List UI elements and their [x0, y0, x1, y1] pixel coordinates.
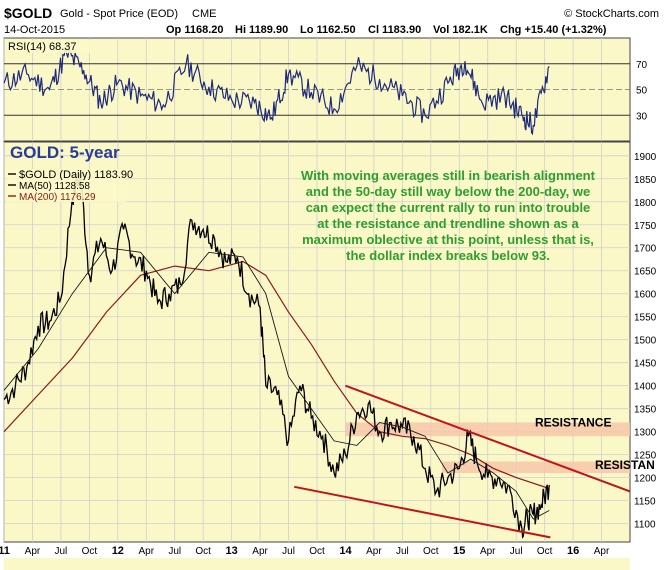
- resistance-label: RESISTAN: [595, 458, 655, 472]
- price-x-tick-label: Oct: [195, 546, 211, 557]
- price-y-tick-label: 1350: [634, 405, 657, 416]
- price-x-tick-label: Oct: [309, 546, 325, 557]
- legend-entry: MA(200) 1176.29: [19, 192, 96, 203]
- price-y-tick-label: 1200: [634, 474, 657, 485]
- price-x-tick-label: Jul: [55, 546, 68, 557]
- price-y-tick-label: 1700: [634, 244, 657, 255]
- legend-entry: MA(50) 1128.58: [19, 181, 90, 192]
- ticker-title: $GOLD: [4, 5, 52, 21]
- price-x-tick-label: Apr: [138, 546, 154, 557]
- price-x-tick-label: 12: [112, 545, 124, 557]
- ma200-line: [3, 260, 550, 490]
- price-y-tick-label: 1750: [634, 221, 657, 232]
- price-y-tick-label: 1150: [634, 497, 656, 508]
- price-x-tick-label: 14: [339, 545, 352, 557]
- price-x-tick-label: Oct: [82, 546, 98, 557]
- price-y-tick-label: 1300: [634, 428, 657, 439]
- price-x-tick-label: Oct: [423, 546, 439, 557]
- price-y-tick-label: 1800: [634, 198, 657, 209]
- price-y-tick-label: 1600: [634, 290, 657, 301]
- legend-bg: [6, 191, 126, 202]
- ma50-line: [3, 247, 550, 520]
- price-y-tick-label: 1250: [634, 451, 657, 462]
- price-y-tick-label: 1900: [634, 152, 657, 163]
- resistance-label: RESISTANCE: [535, 415, 611, 429]
- price-y-tick-label: 1650: [634, 267, 657, 278]
- price-x-tick-label: Apr: [594, 546, 610, 557]
- price-x-tick-label: Jul: [282, 546, 295, 557]
- price-x-tick-label: Jul: [396, 546, 409, 557]
- price-x-tick-label: Apr: [366, 546, 382, 557]
- annotation-line: at the resistance and trendline shown as…: [317, 216, 579, 231]
- ohlc-low: Lo 1162.50: [300, 24, 356, 36]
- chart-title: GOLD: 5-year: [10, 143, 120, 162]
- channel-upper-line: [345, 384, 631, 493]
- ohlc-change: Chg +15.40 (+1.32%): [500, 24, 607, 36]
- annotation-note: With moving averages still in bearish al…: [301, 168, 596, 263]
- price-y-tick-labels: 1100 1150 1200 1250 1300 1350 1400 1450 1500 1550…: [634, 152, 657, 531]
- bottom-strip: [4, 558, 630, 570]
- price-x-tick-label: Jul: [168, 546, 181, 557]
- annotation-line: With moving averages still in bearish al…: [301, 168, 596, 183]
- annotation-line: can expect the current rally to run into…: [306, 200, 591, 215]
- resistance-labels: RESISTANCE RESISTAN: [535, 415, 655, 471]
- legend-bg: [6, 180, 126, 191]
- price-grid: [3, 142, 630, 542]
- annotation-line: and the 50-day still way below the 200-d…: [306, 184, 590, 199]
- rsi-tick-labels: 30 50 70: [636, 60, 648, 123]
- instrument-name: Gold - Spot Price (EOD): [60, 8, 178, 20]
- chart-date: 14-Oct-2015: [4, 24, 65, 36]
- resistance-band: [442, 461, 630, 474]
- price-x-tick-labels: 11 Apr Jul Oct 12 Apr Jul Oct 13 Apr Jul Oct 14 Apr Ju…: [0, 545, 610, 557]
- legend-bg: [6, 169, 126, 180]
- ohlc-close: Cl 1183.90: [368, 24, 421, 36]
- ohlc-volume: Vol 182.1K: [433, 24, 488, 36]
- exchange-label: CME: [192, 8, 216, 20]
- price-x-tick-label: 11: [0, 545, 10, 557]
- channel-lower-line: [294, 485, 551, 539]
- price-y-tick-label: 1850: [634, 175, 657, 186]
- price-y-tick-label: 1550: [634, 313, 657, 324]
- price-x-tick-label: Apr: [480, 546, 496, 557]
- price-x-tick-label: Jul: [510, 546, 523, 557]
- rsi-legend-box: [6, 40, 90, 53]
- rsi-tick-label: 30: [636, 111, 648, 122]
- rsi-legend: RSI(14) 68.37: [8, 41, 76, 53]
- price-x-tick-label: 15: [453, 545, 465, 557]
- price-x-tick-label: Apr: [25, 546, 41, 557]
- legend-entry: $GOLD (Daily) 1183.90: [19, 169, 133, 181]
- price-x-tick-label: Oct: [537, 546, 553, 557]
- source-credit: © StockCharts.com: [564, 8, 659, 20]
- price-y-tick-label: 1100: [634, 520, 656, 531]
- price-x-tick-label: 16: [567, 545, 579, 557]
- annotation-line: maximum oblective at this point, unless …: [302, 232, 594, 247]
- price-line: [3, 173, 550, 539]
- ohlc-open: Op 1168.20: [166, 24, 224, 36]
- annotation-line: the dollar index breaks below 93.: [346, 248, 550, 263]
- price-y-tick-label: 1400: [634, 382, 657, 393]
- rsi-tick-label: 70: [636, 60, 648, 71]
- rsi-tick-label: 50: [636, 86, 648, 97]
- price-x-tick-label: Apr: [252, 546, 268, 557]
- rsi-series-line: [3, 47, 550, 136]
- price-x-tick-label: 13: [226, 545, 238, 557]
- price-y-tick-label: 1450: [634, 359, 657, 370]
- price-y-tick-label: 1500: [634, 336, 657, 347]
- ohlc-high: Hi 1189.90: [235, 24, 288, 36]
